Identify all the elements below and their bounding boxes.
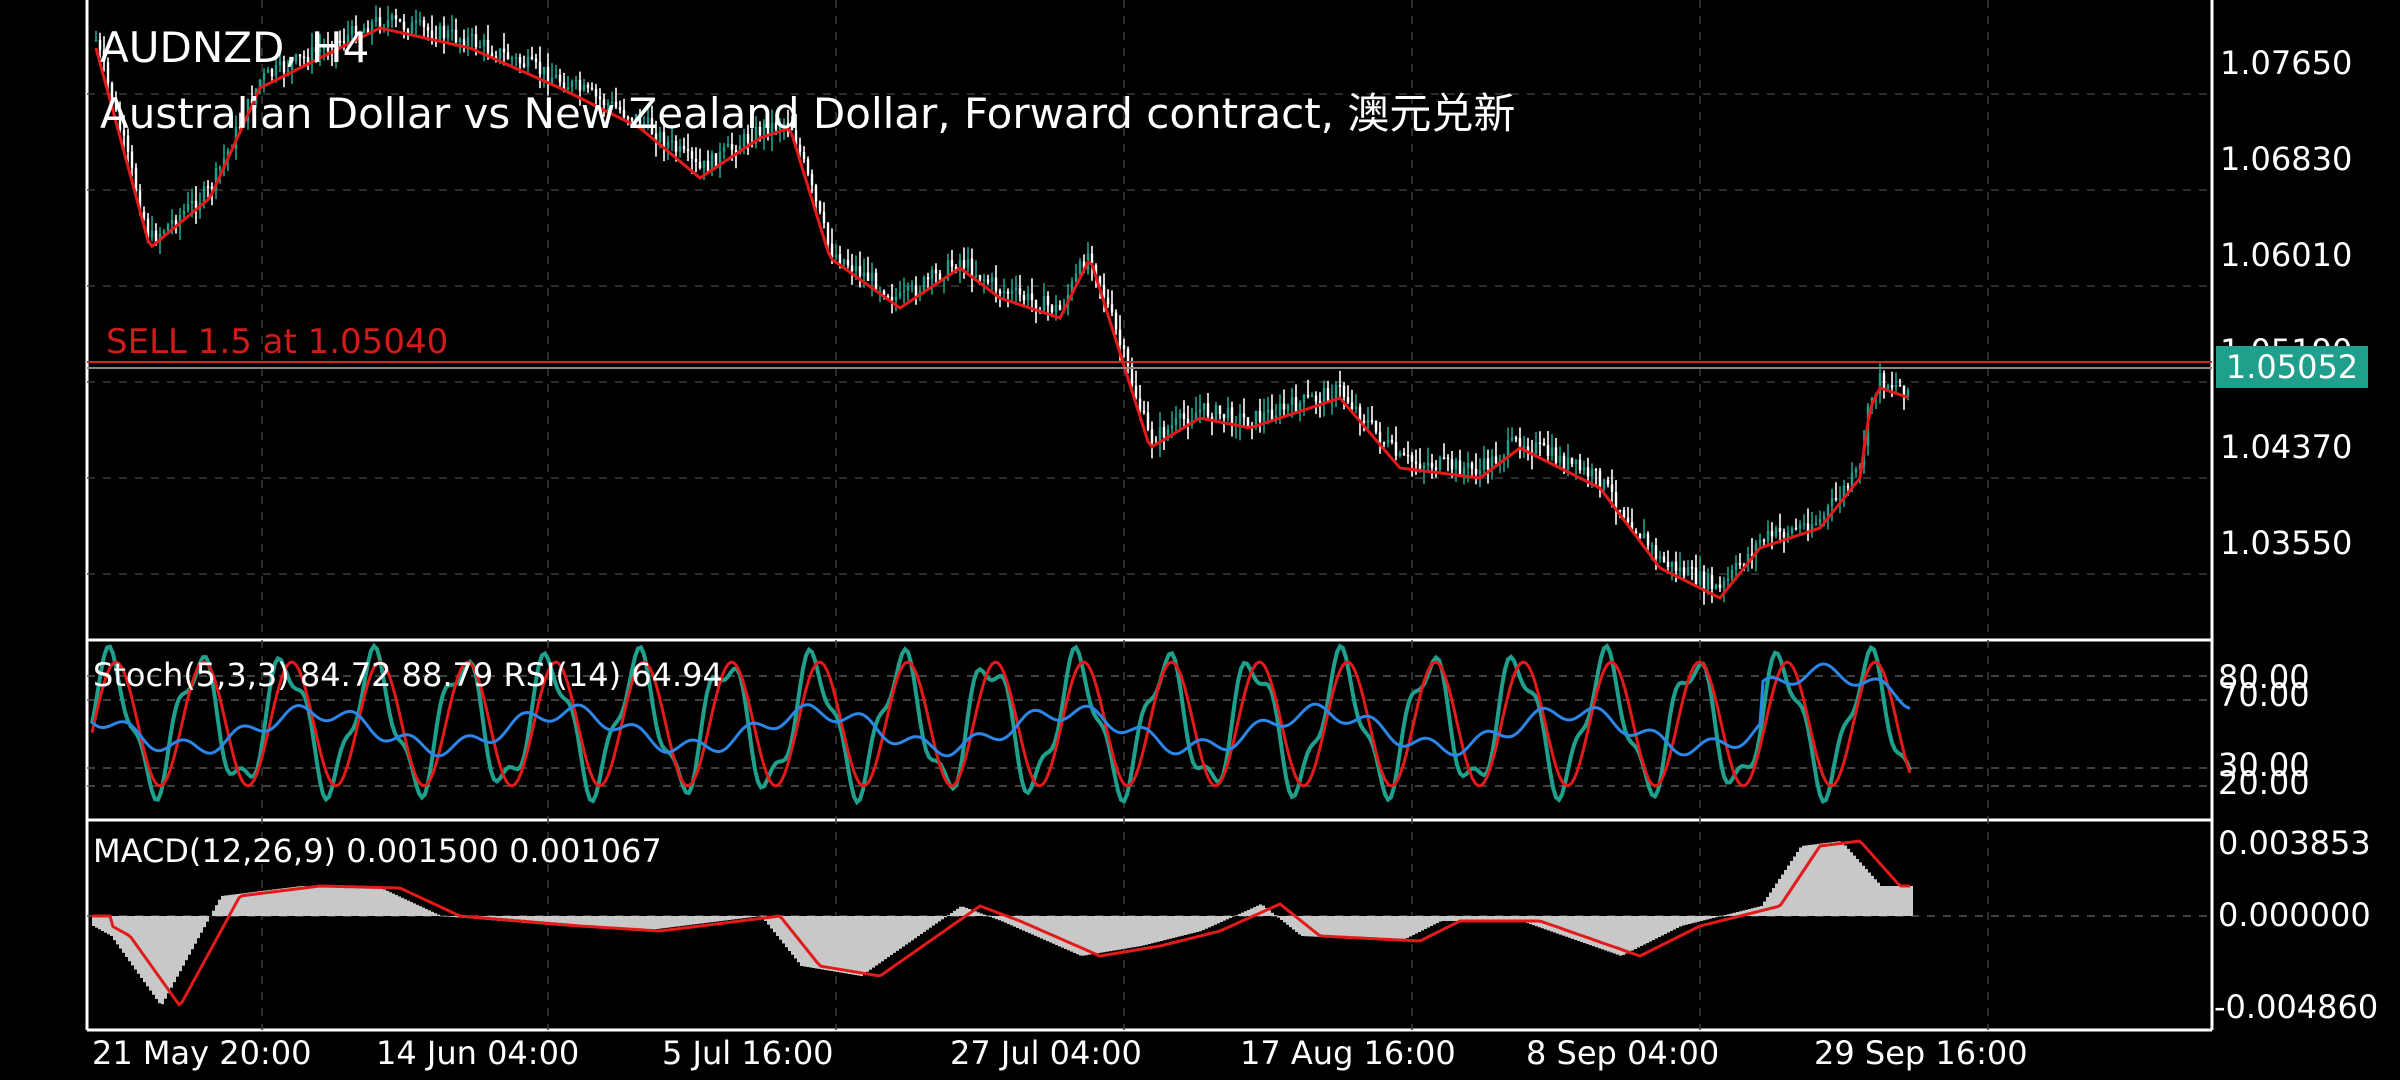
moving-average-line (94, 26, 1909, 600)
current-price-tag: 1.05052 (2216, 346, 2368, 388)
macd-signal-line (92, 839, 1910, 1007)
stochastic-rsi-label: Stoch(5,3,3) 84.72 88.79 RSI(14) 64.94 (93, 656, 723, 694)
time-axis-label: 21 May 20:00 (92, 1034, 312, 1072)
macd-label: MACD(12,26,9) 0.001500 0.001067 (93, 832, 662, 870)
stochastic-signal-line (90, 660, 1912, 788)
time-axis-label: 29 Sep 16:00 (1814, 1034, 2028, 1072)
time-axis-label: 5 Jul 16:00 (662, 1034, 834, 1072)
rsi-line (91, 662, 1911, 758)
time-axis-label: 8 Sep 04:00 (1526, 1034, 1720, 1072)
stochastic-main-line (90, 642, 1912, 806)
oscillator-axis-label: 30.00 (2218, 746, 2310, 784)
symbol-title: AUDNZD, H4 (100, 23, 370, 72)
macd-histogram (92, 841, 1913, 1005)
price-candles (94, 5, 1910, 605)
time-axis-label: 14 Jun 04:00 (376, 1034, 580, 1072)
sell-order-label[interactable]: SELL 1.5 at 1.05040 (106, 322, 449, 362)
oscillator-axis-label: 20.00 (2218, 764, 2310, 802)
macd-axis-label: 0.003853 (2218, 824, 2371, 862)
stochastic-rsi-panel (90, 642, 1912, 806)
grid-lines (87, 0, 2212, 1030)
price-axis-label: 1.04370 (2220, 428, 2353, 466)
symbol-description: Australian Dollar vs New Zealand Dollar,… (100, 89, 1516, 138)
price-axis-label: 1.06830 (2220, 140, 2353, 178)
panel-frames (85, 0, 2214, 1032)
oscillator-axis-label: 80.00 (2218, 658, 2310, 696)
oscillator-axis-label: 70.00 (2218, 676, 2310, 714)
price-axis-label: 1.03550 (2220, 524, 2353, 562)
time-axis-label: 17 Aug 16:00 (1240, 1034, 1456, 1072)
time-axis-label: 27 Jul 04:00 (950, 1034, 1142, 1072)
price-axis-label: 1.07650 (2220, 44, 2353, 82)
price-axis-label: 1.06010 (2220, 236, 2353, 274)
macd-axis-label: 0.000000 (2218, 896, 2371, 934)
price-axis-label: 1.05190 (2220, 332, 2352, 346)
macd-axis-label: -0.004860 (2214, 988, 2379, 1026)
